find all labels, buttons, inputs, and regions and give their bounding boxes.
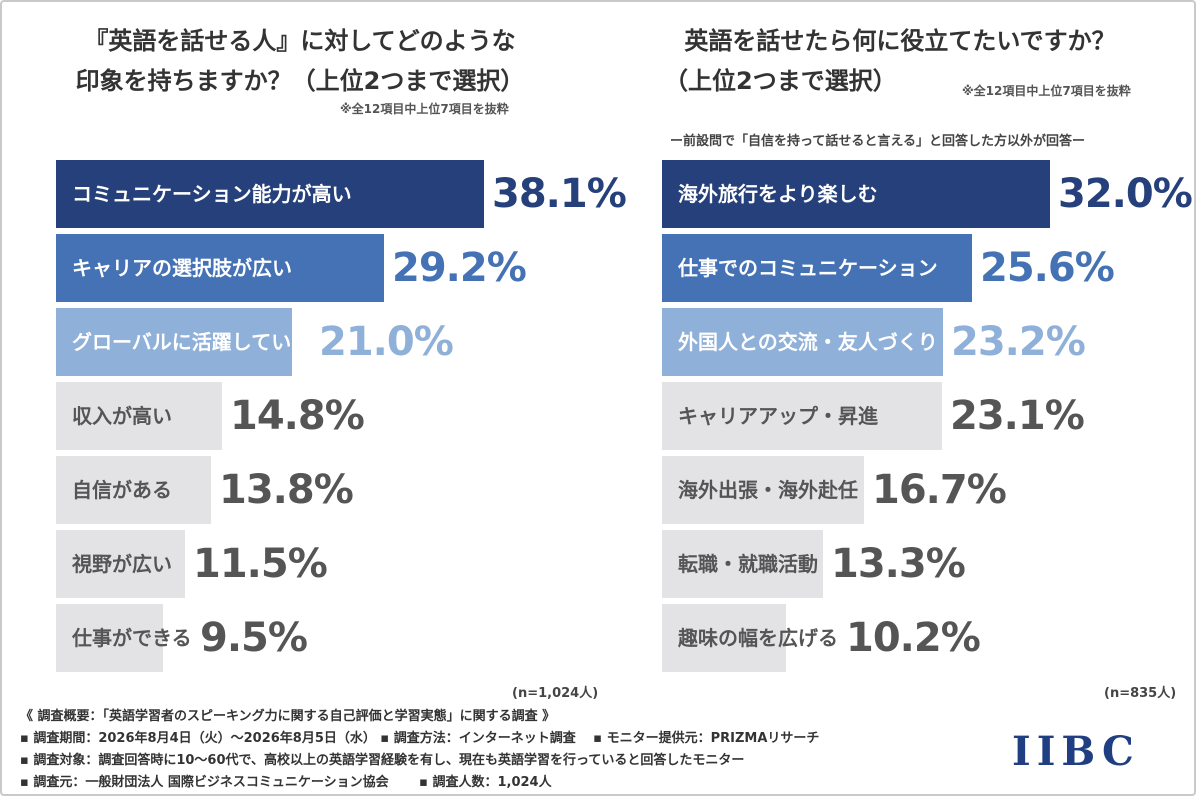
right-bar-label-2: 仕事でのコミュニケーション xyxy=(678,256,938,280)
left-bar-label-6: 視野が広い xyxy=(72,552,172,576)
right-bar-value-6: 13.3% xyxy=(831,541,966,587)
left-bar-label-3: グローバルに活躍している xyxy=(72,330,312,354)
right-bar-label-7: 趣味の幅を広げる xyxy=(678,626,838,650)
right-bar-label-1: 海外旅行をより楽しむ xyxy=(678,182,878,206)
iibc-logo-text: IIBC xyxy=(1012,728,1140,775)
left-bar-2 xyxy=(56,234,384,302)
iibc-logo: IIBC xyxy=(1012,724,1172,780)
left-bar-1 xyxy=(56,160,484,228)
left-bar-label-1: コミュニケーション能力が高い xyxy=(72,182,352,206)
survey-summary-title: 《 調査概要：「英語学習者のスピーキング力に関する自己評価と学習実態」に関する調… xyxy=(20,709,556,724)
right-bar-2 xyxy=(662,234,972,302)
left-bar-5 xyxy=(56,456,211,524)
left-bar-label-5: 自信がある xyxy=(72,478,172,502)
right-chart-title-line1: 英語を話せたら何に役立てたいですか？ xyxy=(684,27,1116,55)
right-bar-label-4: キャリアアップ・昇進 xyxy=(678,404,878,428)
left-sample-size: (n=1,024人) xyxy=(512,686,599,701)
left-bar-4 xyxy=(56,382,222,450)
left-bar-label-2: キャリアの選択肢が広い xyxy=(72,256,292,280)
right-bar-value-5: 16.7% xyxy=(872,467,1007,513)
right-bar-6 xyxy=(662,530,823,598)
left-bar-value-3: 21.0% xyxy=(319,319,454,365)
left-chart-title-line2: 印象を持ちますか？（上位2つまで選択） xyxy=(75,67,525,95)
left-bar-6 xyxy=(56,530,185,598)
right-chart-title-line2: （上位2つまで選択） xyxy=(664,67,897,95)
right-bar-value-7: 10.2% xyxy=(846,615,981,661)
left-chart-title-line1: 『英語を話せる人』に対してどのような xyxy=(84,27,516,55)
right-bar-chart: 海外旅行をより楽しむ 32.0% 仕事でのコミュニケーション 25.6% 外国人との交流… xyxy=(662,160,1193,672)
right-bar-1 xyxy=(662,160,1050,228)
left-bar-label-4: 収入が高い xyxy=(72,404,172,428)
left-bar-3 xyxy=(56,308,292,376)
left-bar-value-5: 13.8% xyxy=(219,467,354,513)
right-chart-note: ※全12項目中上位7項目を抜粋 xyxy=(962,84,1131,98)
right-bar-value-3: 23.2% xyxy=(951,319,1086,365)
left-bar-value-1: 38.1% xyxy=(492,171,627,217)
right-bar-4 xyxy=(662,382,942,450)
survey-target: ▪ 調査対象：調査回答時に10〜60代で、高校以上の英語学習経験を有し、現在も英… xyxy=(20,753,745,768)
left-bar-value-6: 11.5% xyxy=(193,541,328,587)
left-bar-value-4: 14.8% xyxy=(230,393,365,439)
right-bar-value-1: 32.0% xyxy=(1058,171,1193,217)
survey-summary: 《 調査概要：「英語学習者のスピーキング力に関する自己評価と学習実態」に関する調… xyxy=(20,706,819,794)
left-bar-chart: コミュニケーション能力が高い 38.1% キャリアの選択肢が広い 29.2% グローバル… xyxy=(56,160,627,672)
right-bar-label-5: 海外出張・海外赴任 xyxy=(678,478,858,502)
left-bar-value-2: 29.2% xyxy=(392,245,527,291)
right-chart-subnote: ー前設問で「自信を持って話せると言える」と回答した方以外が回答ー xyxy=(670,134,1085,149)
right-sample-size: (n=835人) xyxy=(1104,686,1177,701)
right-bar-label-6: 転職・就職活動 xyxy=(678,552,818,576)
left-bar-label-7: 仕事ができる xyxy=(72,626,192,650)
right-bar-value-2: 25.6% xyxy=(980,245,1115,291)
left-chart-note: ※全12項目中上位7項目を抜粋 xyxy=(340,102,509,116)
survey-organizer: ▪ 調査元：一般財団法人 国際ビジネスコミュニケーション協会 ▪ 調査人数：1,… xyxy=(20,775,552,790)
left-bar-7 xyxy=(56,604,163,672)
survey-period-method: ▪ 調査期間：2026年8月4日（火）〜2026年8月5日（水） ▪ 調査方法：… xyxy=(20,731,820,746)
right-bar-5 xyxy=(662,456,864,524)
left-bar-value-7: 9.5% xyxy=(200,615,308,661)
right-bar-label-3: 外国人との交流・友人づくり xyxy=(678,330,938,354)
right-bar-3 xyxy=(662,308,943,376)
right-bar-value-4: 23.1% xyxy=(950,393,1085,439)
right-bar-7 xyxy=(662,604,786,672)
